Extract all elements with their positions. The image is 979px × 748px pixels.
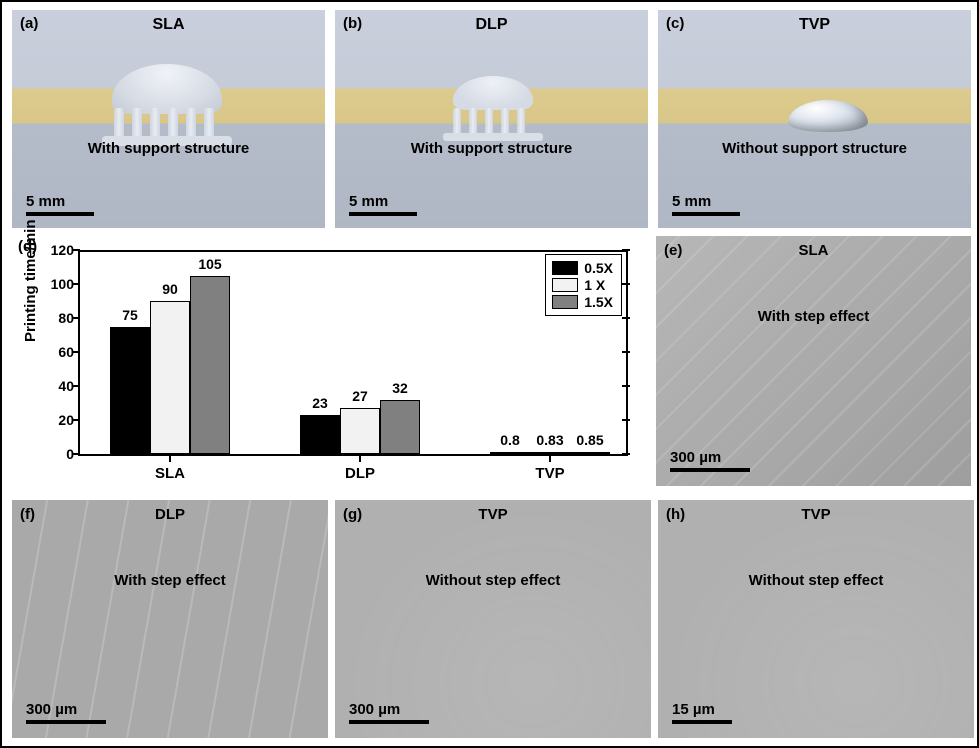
- bar-value-label: 32: [392, 380, 408, 396]
- panel-c: (c) TVP Without support structure 5 mm: [658, 10, 971, 228]
- scalebar-line: [670, 468, 750, 472]
- chart-plot-area: 0.5X 1 X 1.5X 020406080100120SLA7590105D…: [78, 250, 628, 456]
- bar-value-label: 75: [122, 307, 138, 323]
- bar-value-label: 0.85: [576, 432, 603, 448]
- bar: [380, 400, 420, 454]
- panel-title: TVP: [658, 506, 974, 523]
- panel-title: TVP: [335, 506, 651, 523]
- bar-value-label: 90: [162, 281, 178, 297]
- bar-value-label: 0.8: [500, 432, 519, 448]
- bar: [490, 452, 530, 454]
- x-tick: [359, 454, 361, 462]
- scalebar-line: [672, 212, 740, 216]
- scalebar-label: 300 µm: [349, 701, 429, 718]
- bar-value-label: 105: [198, 256, 221, 272]
- y-tick-label: 0: [44, 446, 74, 462]
- bar-value-label: 27: [352, 388, 368, 404]
- y-tick: [622, 419, 630, 421]
- bar-value-label: 23: [312, 395, 328, 411]
- panel-title: SLA: [656, 242, 971, 259]
- scalebar: 5 mm: [26, 193, 94, 216]
- panel-g: (g) TVP Without step effect 300 µm: [335, 500, 651, 738]
- x-tick: [169, 454, 171, 462]
- support-caption: Without support structure: [658, 140, 971, 157]
- scalebar-label: 5 mm: [349, 193, 417, 210]
- y-tick: [622, 385, 630, 387]
- tvp-lens-illustration: [788, 100, 868, 132]
- scalebar-label: 5 mm: [672, 193, 740, 210]
- y-tick-label: 100: [44, 276, 74, 292]
- panel-h: (h) TVP Without step effect 15 µm: [658, 500, 974, 738]
- bar: [570, 452, 610, 454]
- y-tick-label: 20: [44, 412, 74, 428]
- panel-a: (a) SLA With support structure 5 mm: [12, 10, 325, 228]
- scalebar-line: [26, 212, 94, 216]
- legend-label: 1 X: [584, 277, 605, 293]
- scalebar-label: 15 µm: [672, 701, 732, 718]
- legend-label: 1.5X: [584, 294, 613, 310]
- y-tick: [622, 351, 630, 353]
- x-tick-label: TVP: [535, 465, 564, 482]
- panel-e: (e) SLA With step effect 300 µm: [656, 236, 971, 486]
- dlp-lens-illustration: [443, 76, 543, 138]
- legend-swatch: [552, 261, 578, 275]
- legend-row: 1 X: [552, 277, 613, 293]
- panel-caption: With step effect: [656, 308, 971, 325]
- scalebar-line: [349, 212, 417, 216]
- x-tick: [549, 454, 551, 462]
- panel-caption: With step effect: [12, 572, 328, 589]
- scalebar-label: 300 µm: [26, 701, 106, 718]
- legend-swatch: [552, 295, 578, 309]
- scalebar: 5 mm: [672, 193, 740, 216]
- scalebar-line: [349, 720, 429, 724]
- y-tick-label: 40: [44, 378, 74, 394]
- y-tick-label: 60: [44, 344, 74, 360]
- scalebar: 300 µm: [26, 701, 106, 724]
- panel-f: (f) DLP With step effect 300 µm: [12, 500, 328, 738]
- panel-d: (d) Printing time/min 0.5X 1 X 1.5X 0204…: [12, 236, 642, 486]
- y-axis-label: Printing time/min: [22, 219, 39, 342]
- bar: [340, 408, 380, 454]
- support-caption: With support structure: [335, 140, 648, 157]
- panel-title: DLP: [12, 506, 328, 523]
- y-tick: [622, 453, 630, 455]
- support-caption: With support structure: [12, 140, 325, 157]
- chart-legend: 0.5X 1 X 1.5X: [545, 254, 622, 316]
- sla-lens-illustration: [102, 64, 232, 142]
- panel-b: (b) DLP With support structure 5 mm: [335, 10, 648, 228]
- legend-row: 1.5X: [552, 294, 613, 310]
- panel-title: SLA: [12, 16, 325, 34]
- scalebar: 15 µm: [672, 701, 732, 724]
- legend-swatch: [552, 278, 578, 292]
- x-tick-label: DLP: [345, 465, 375, 482]
- panel-caption: Without step effect: [658, 572, 974, 589]
- legend-label: 0.5X: [584, 260, 613, 276]
- scalebar-label: 300 µm: [670, 449, 750, 466]
- panel-title: TVP: [658, 16, 971, 34]
- bar: [190, 276, 230, 455]
- bar: [110, 327, 150, 455]
- scalebar: 300 µm: [670, 449, 750, 472]
- bar: [150, 301, 190, 454]
- bar-value-label: 0.83: [536, 432, 563, 448]
- scalebar: 300 µm: [349, 701, 429, 724]
- bar: [300, 415, 340, 454]
- legend-row: 0.5X: [552, 260, 613, 276]
- scalebar-line: [26, 720, 106, 724]
- panel-caption: Without step effect: [335, 572, 651, 589]
- axis-top: [80, 250, 628, 252]
- panel-title: DLP: [335, 16, 648, 34]
- y-tick-label: 120: [44, 242, 74, 258]
- y-tick: [622, 249, 630, 251]
- bar: [530, 452, 570, 454]
- scalebar-line: [672, 720, 732, 724]
- y-tick: [622, 317, 630, 319]
- scalebar: 5 mm: [349, 193, 417, 216]
- scalebar-label: 5 mm: [26, 193, 94, 210]
- y-tick-label: 80: [44, 310, 74, 326]
- x-tick-label: SLA: [155, 465, 185, 482]
- y-tick: [622, 283, 630, 285]
